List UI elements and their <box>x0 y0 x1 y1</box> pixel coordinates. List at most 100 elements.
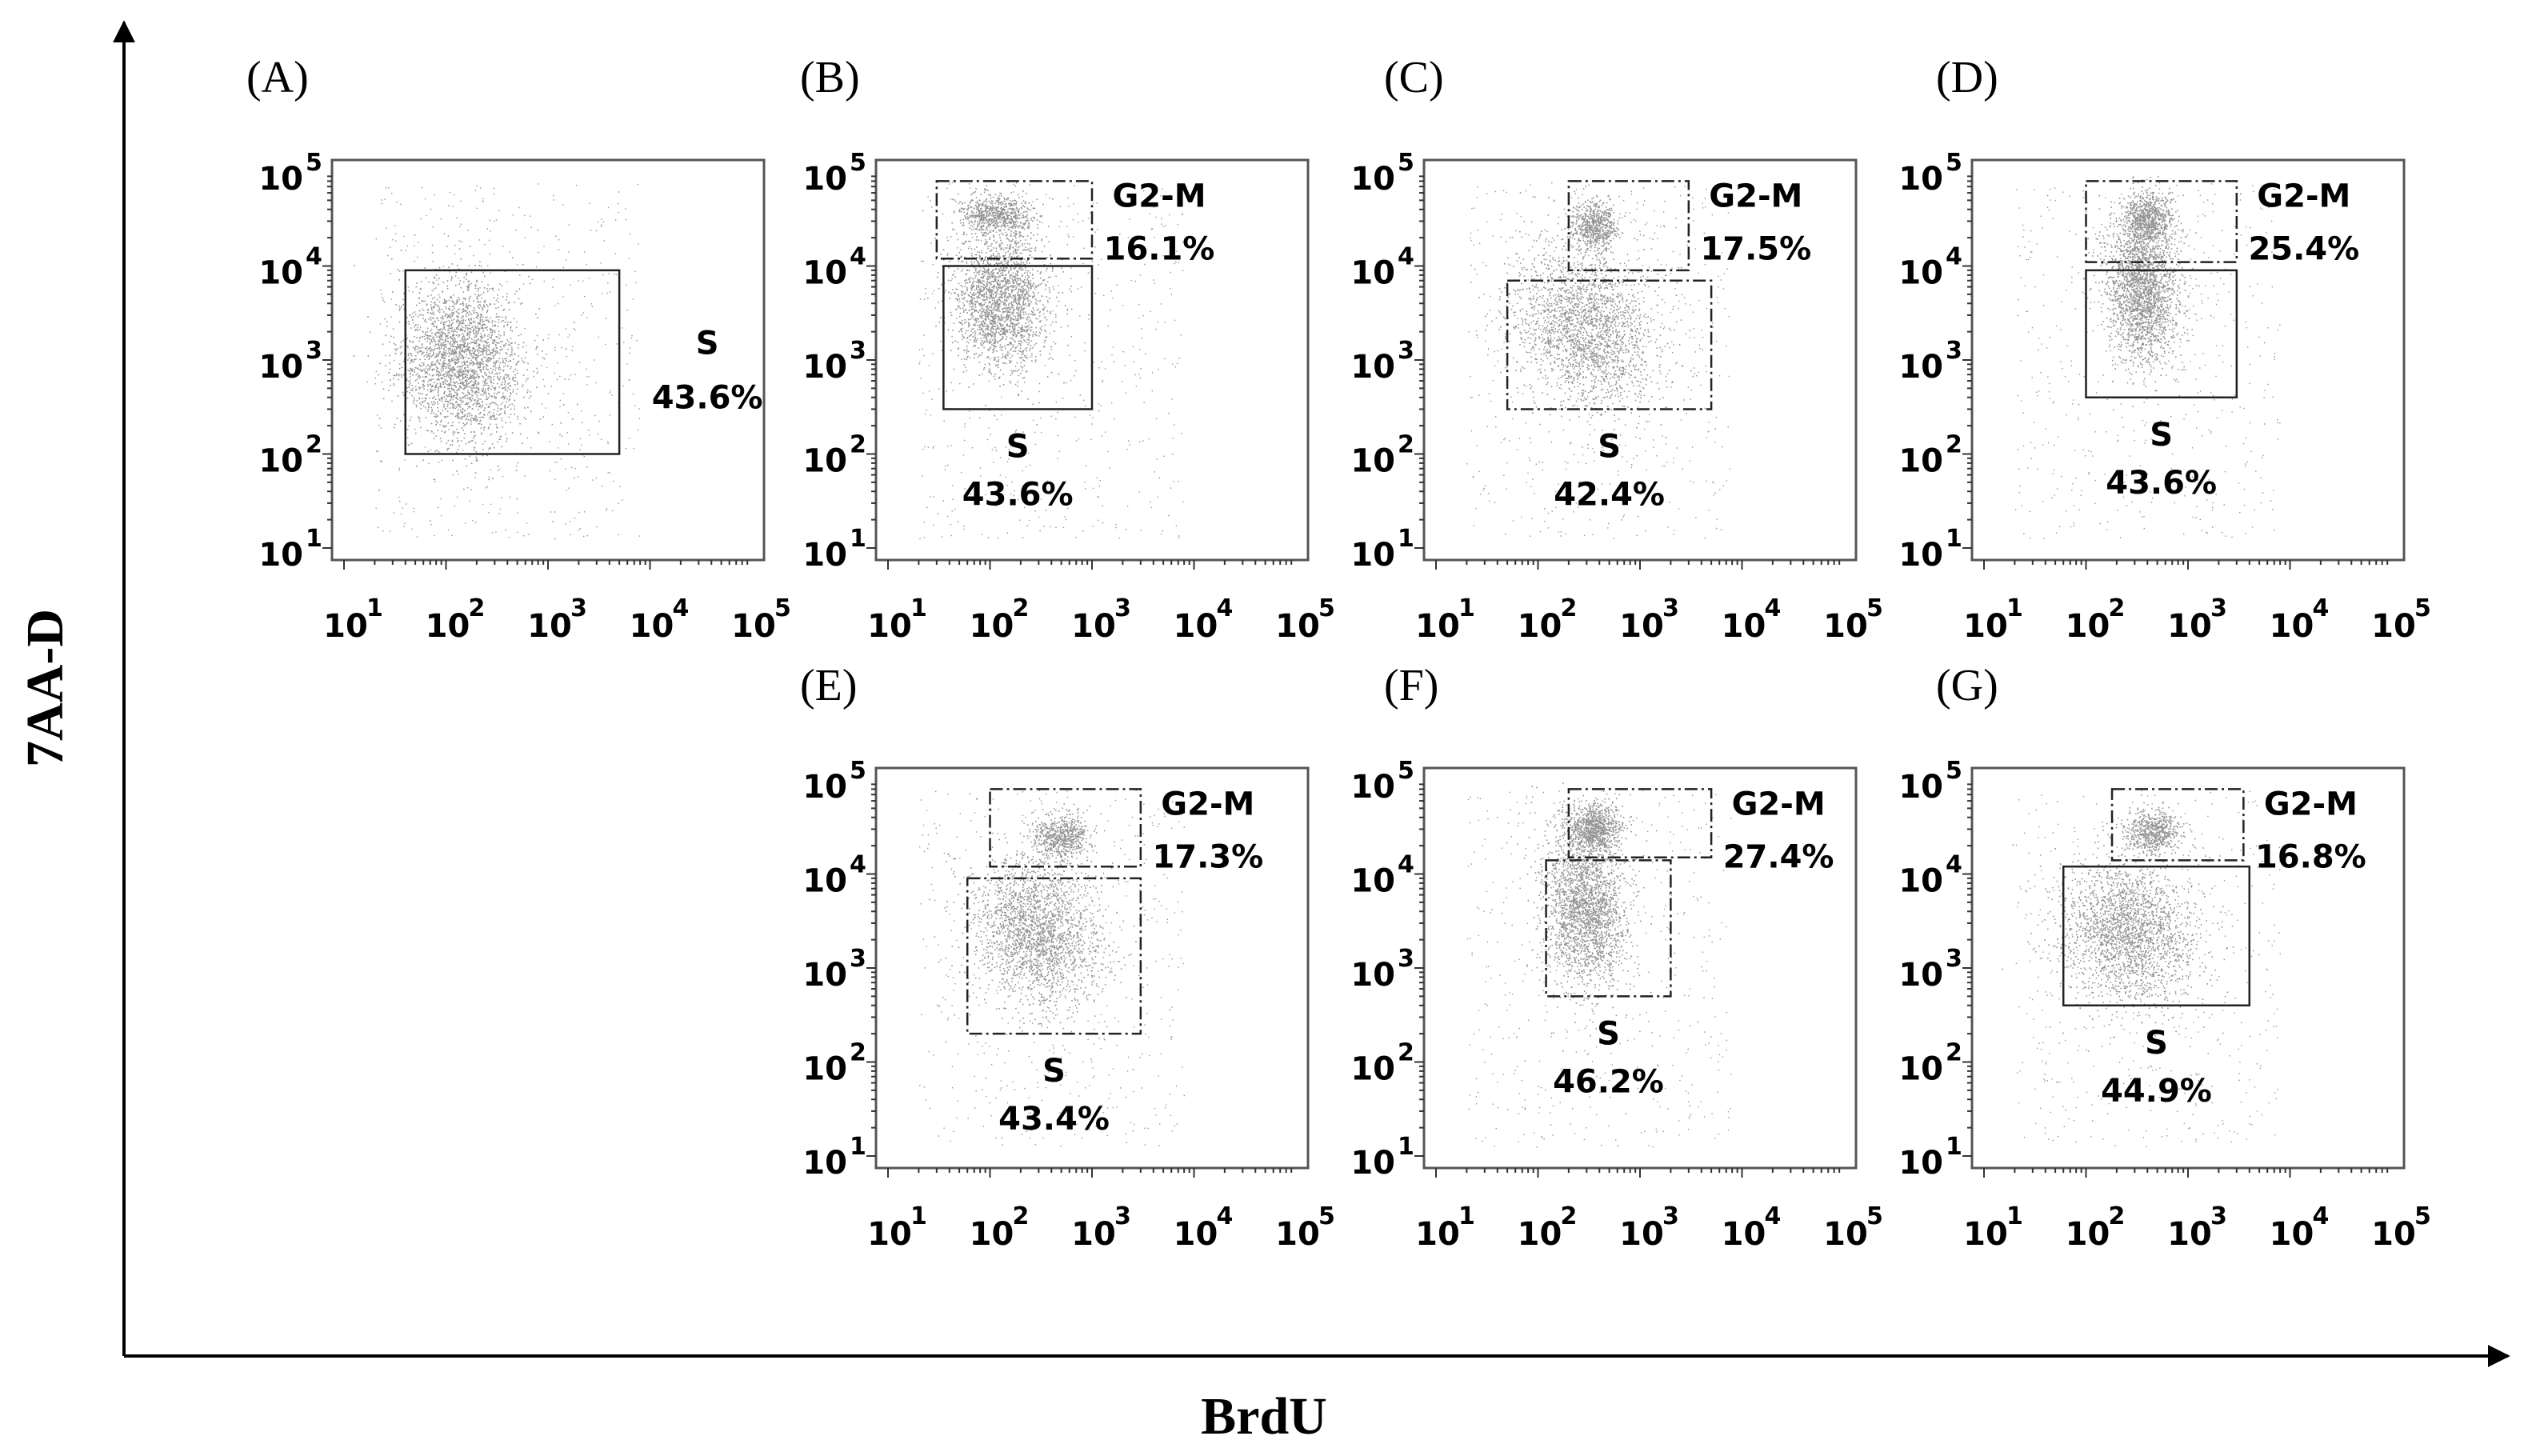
x-tick-label: 10 <box>867 1216 912 1253</box>
y-tick-exponent: 4 <box>1946 243 1962 271</box>
axis-ticks <box>322 175 749 570</box>
x-tick-label: 10 <box>1415 608 1460 645</box>
gate-g2m-percent: 16.8% <box>2255 838 2366 875</box>
x-tick-labels: 101 102 103 104 105 <box>1963 594 2431 645</box>
scatter-points <box>1466 182 1730 539</box>
y-tick-label: 10 <box>802 1051 847 1088</box>
y-tick-exponent: 1 <box>1398 525 1414 553</box>
x-tick-label: 10 <box>426 608 470 645</box>
y-tick-exponent: 5 <box>306 149 322 177</box>
y-tick-label: 10 <box>1350 255 1395 292</box>
y-tick-exponent: 1 <box>850 1133 866 1161</box>
x-tick-label: 10 <box>1174 1216 1218 1253</box>
x-tick-label: 10 <box>1275 608 1320 645</box>
x-tick-labels: 101 102 103 104 105 <box>1415 1202 1883 1253</box>
gate-s <box>404 269 621 455</box>
x-tick-exponent: 4 <box>2313 1202 2330 1230</box>
y-tick-exponent: 3 <box>1946 945 1962 973</box>
plot-frame <box>1970 158 2406 562</box>
x-tick-label: 10 <box>731 608 776 645</box>
x-tick-label: 10 <box>1071 1216 1116 1253</box>
scatter-points <box>2002 790 2281 1148</box>
y-tick-label: 10 <box>1898 957 1943 994</box>
x-tick-exponent: 5 <box>1318 594 1335 622</box>
x-tick-exponent: 5 <box>774 594 791 622</box>
x-tick-label: 10 <box>2270 608 2314 645</box>
gate-g2m-percent: 17.3% <box>1152 838 1263 875</box>
y-tick-label: 10 <box>1898 161 1943 198</box>
plot-frame <box>1422 158 1858 562</box>
x-tick-label: 10 <box>1518 1216 1562 1253</box>
y-tick-label: 10 <box>1350 1145 1395 1182</box>
x-tick-exponent: 3 <box>2210 594 2227 622</box>
x-tick-label: 10 <box>1071 608 1116 645</box>
x-tick-label: 10 <box>1963 608 2008 645</box>
y-tick-exponent: 2 <box>306 431 322 459</box>
y-tick-exponent: 2 <box>850 1039 866 1067</box>
x-tick-exponent: 4 <box>673 594 690 622</box>
x-tick-exponent: 1 <box>1458 1202 1475 1230</box>
gate-g2m-percent: 16.1% <box>1104 230 1215 267</box>
x-tick-exponent: 2 <box>1561 1202 1578 1230</box>
x-tick-exponent: 1 <box>2006 594 2023 622</box>
x-tick-label: 10 <box>867 608 912 645</box>
y-tick-label: 10 <box>1898 863 1943 900</box>
y-tick-label: 10 <box>258 255 303 292</box>
x-tick-exponent: 4 <box>2313 594 2330 622</box>
y-tick-label: 10 <box>1898 1145 1943 1182</box>
y-tick-exponent: 1 <box>1946 525 1962 553</box>
gate-s-percent: 43.6% <box>962 476 1074 513</box>
y-tick-exponent: 1 <box>850 525 866 553</box>
y-tick-exponent: 5 <box>1946 757 1962 785</box>
y-tick-exponent: 5 <box>1946 149 1962 177</box>
x-tick-labels: 101 102 103 104 105 <box>1963 1202 2431 1253</box>
panel-label: (A) <box>246 53 309 102</box>
panel-label: (C) <box>1384 53 1444 102</box>
x-tick-label: 10 <box>2167 608 2212 645</box>
x-tick-label: 10 <box>2167 1216 2212 1253</box>
y-tick-exponent: 1 <box>306 525 322 553</box>
panel-label: (E) <box>800 661 858 710</box>
x-tick-exponent: 2 <box>1013 594 1030 622</box>
event-dots <box>353 183 641 540</box>
gate-g2m <box>1567 180 1690 272</box>
x-tick-exponent: 5 <box>1318 1202 1335 1230</box>
y-tick-label: 10 <box>802 863 847 900</box>
x-tick-exponent: 3 <box>1662 1202 1679 1230</box>
panel-label: (D) <box>1936 53 1998 102</box>
x-tick-label: 10 <box>1619 1216 1664 1253</box>
x-tick-exponent: 3 <box>570 594 587 622</box>
gate-s-name: S <box>2150 417 2173 454</box>
x-tick-exponent: 4 <box>1217 1202 1234 1230</box>
y-tick-label: 10 <box>258 537 303 574</box>
y-tick-exponent: 4 <box>850 243 866 271</box>
gate-g2m <box>1567 788 1713 859</box>
x-tick-label: 10 <box>527 608 572 645</box>
y-tick-label: 10 <box>1350 1051 1395 1088</box>
x-tick-labels: 101 102 103 104 105 <box>867 1202 1335 1253</box>
y-tick-exponent: 4 <box>1398 851 1414 879</box>
y-tick-label: 10 <box>1350 161 1395 198</box>
x-tick-label: 10 <box>1518 608 1562 645</box>
x-tick-exponent: 3 <box>1114 594 1131 622</box>
x-tick-exponent: 4 <box>1765 1202 1782 1230</box>
y-tick-label: 10 <box>258 161 303 198</box>
y-tick-label: 10 <box>802 443 847 480</box>
gate-g2m <box>935 180 1094 260</box>
x-tick-labels: 101 102 103 104 105 <box>323 594 791 645</box>
x-axis-label: BrdU <box>1201 1387 1327 1446</box>
y-tick-exponent: 2 <box>1398 431 1414 459</box>
event-dots <box>1466 182 1730 539</box>
y-tick-exponent: 5 <box>850 149 866 177</box>
y-tick-label: 10 <box>802 1145 847 1182</box>
axis-ticks <box>1414 783 1841 1178</box>
y-tick-exponent: 1 <box>1946 1133 1962 1161</box>
x-tick-label: 10 <box>2270 1216 2314 1253</box>
